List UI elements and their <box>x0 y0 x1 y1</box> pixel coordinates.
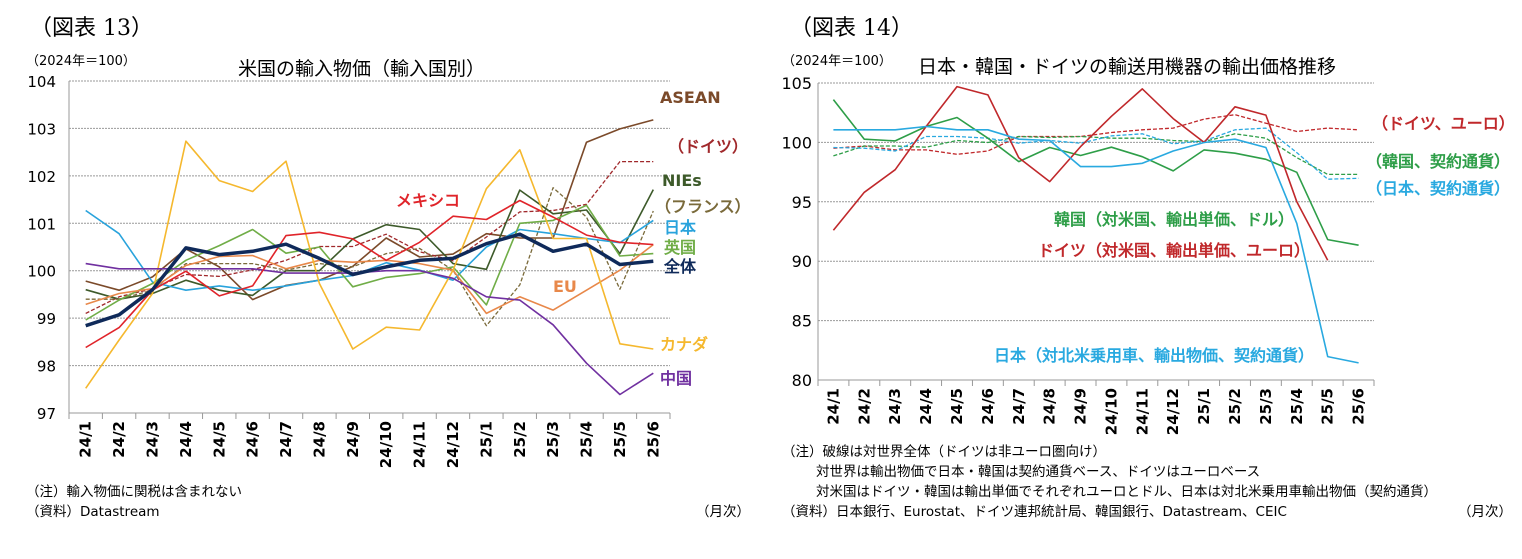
chart13-x-unit: （月次） <box>696 504 750 520</box>
x-tick-label: 25/6 <box>1350 388 1368 425</box>
x-tick-label: 25/5 <box>611 421 629 458</box>
series-line-5 <box>85 204 654 321</box>
x-tick-label: 25/3 <box>1257 388 1275 425</box>
chart14-x-unit: （月次） <box>1458 504 1512 520</box>
x-tick-label: 24/5 <box>210 421 228 458</box>
series-label: 日本 <box>664 218 696 237</box>
series-label: （ドイツ、ユーロ） <box>1372 114 1515 133</box>
y-tick-label: 95 <box>792 193 812 212</box>
series-line-4 <box>832 85 1329 261</box>
y-tick-label: 85 <box>792 312 812 331</box>
chart14-source: （資料）日本銀行、Eurostat、ドイツ連邦統計局、韓国銀行、Datastre… <box>782 504 1287 520</box>
series-label: 全体 <box>663 257 697 276</box>
x-tick-label: 24/8 <box>1041 388 1059 425</box>
chart-14: 80 85 90 95 100 105 24/1 24/2 24/3 24/4 24/5 24/6 24… <box>781 74 1514 435</box>
x-tick-label: 25/2 <box>511 421 529 458</box>
series-line-1 <box>833 133 1359 176</box>
x-tick-label: 24/6 <box>244 421 262 458</box>
x-tick-label: 24/9 <box>344 421 362 458</box>
series-label: カナダ <box>660 335 708 354</box>
series-line-5 <box>833 125 1359 364</box>
y-tick-label: 102 <box>27 168 56 186</box>
x-tick-label: 24/7 <box>277 421 295 458</box>
chart-13: 97 98 99 100 101 102 103 104 24/1 24/2 24/3 24/4 24/… <box>27 73 750 468</box>
series-label: （フランス） <box>655 197 751 216</box>
series-label: 日本（対北米乗用車、輸出物価、契約通貨） <box>994 346 1314 365</box>
x-tick-label: 24/12 <box>444 421 462 468</box>
x-tick-label: 25/3 <box>544 421 562 458</box>
x-tick-label: 25/5 <box>1319 388 1337 425</box>
x-tick-label: 24/2 <box>110 421 128 458</box>
y-tick-label: 100 <box>781 133 812 152</box>
x-tick-label: 24/5 <box>948 388 966 425</box>
chart14-unit-label: （2024年＝100） <box>782 54 892 69</box>
x-tick-label: 25/1 <box>477 421 495 458</box>
x-tick-label: 25/4 <box>578 421 596 458</box>
x-tick-label: 24/11 <box>1133 388 1151 435</box>
series-label: （日本、契約通貨） <box>1366 179 1510 198</box>
chart13-unit-label: （2024年＝100） <box>26 54 136 69</box>
figure-13-label: （図表 13） <box>30 16 153 41</box>
chart14-note-1: （注）破線は対世界全体（ドイツは非ユーロ圏向け） <box>782 444 1106 460</box>
series-label: 中国 <box>660 369 692 388</box>
y-tick-label: 97 <box>37 405 56 423</box>
y-tick-label: 105 <box>781 74 812 93</box>
y-tick-label: 98 <box>37 358 56 376</box>
y-tick-label: 80 <box>792 371 812 390</box>
series-label: （韓国、契約通貨） <box>1366 152 1510 171</box>
series-line-2 <box>85 189 655 300</box>
chart14-title: 日本・韓国・ドイツの輸送用機器の輸出価格推移 <box>918 56 1337 78</box>
series-line-10 <box>85 232 654 328</box>
x-tick-label: 24/7 <box>1010 388 1028 425</box>
chart14-note-3: 対米国はドイツ・韓国は輸出単価でそれぞれユーロとドル、日本は対北米乗用車輸出物価… <box>816 484 1437 500</box>
x-tick-label: 25/4 <box>1288 388 1306 425</box>
y-tick-label: 101 <box>27 215 56 233</box>
x-tick-label: 24/10 <box>377 421 395 468</box>
series-line-0 <box>833 114 1359 155</box>
x-tick-label: 24/9 <box>1072 388 1090 425</box>
series-line-9 <box>85 199 654 349</box>
series-label: EU <box>553 277 577 296</box>
x-tick-label: 25/2 <box>1226 388 1244 425</box>
x-tick-label: 24/1 <box>824 388 842 425</box>
series-label: ASEAN <box>660 88 721 107</box>
x-tick-label: 24/1 <box>77 421 95 458</box>
y-tick-label: 104 <box>27 73 56 91</box>
x-tick-label: 24/6 <box>979 388 997 425</box>
series-label: メキシコ <box>396 191 460 210</box>
series-line-2 <box>833 127 1359 180</box>
x-tick-label: 24/10 <box>1102 388 1120 435</box>
series-line-7 <box>85 140 654 389</box>
x-tick-label: 25/1 <box>1195 388 1213 425</box>
chart13-source: （資料）Datastream <box>26 504 160 520</box>
series-label: （ドイツ） <box>668 137 748 156</box>
figure-14-label: （図表 14） <box>790 16 913 41</box>
series-label: NIEs <box>662 171 702 190</box>
x-tick-label: 24/3 <box>886 388 904 425</box>
series-label: 韓国（対米国、輸出単価、ドル） <box>1054 210 1294 229</box>
x-tick-label: 24/2 <box>855 388 873 425</box>
x-tick-label: 24/3 <box>143 421 161 458</box>
y-tick-label: 103 <box>27 120 56 138</box>
x-tick-label: 24/4 <box>917 388 935 425</box>
chart14-note-2: 対世界は輸出物価で日本・韓国は契約通貨ベース、ドイツはユーロベース <box>816 464 1261 480</box>
x-tick-label: 24/12 <box>1164 388 1182 435</box>
y-tick-label: 99 <box>37 310 56 328</box>
y-tick-label: 100 <box>27 263 56 281</box>
y-tick-label: 90 <box>792 252 812 271</box>
x-tick-label: 24/4 <box>177 421 195 458</box>
series-label: ドイツ（対米国、輸出単価、ユーロ） <box>1038 241 1310 260</box>
x-tick-label: 25/6 <box>644 421 662 458</box>
x-tick-label: 24/11 <box>411 421 429 468</box>
series-line-1 <box>85 160 654 314</box>
x-tick-label: 24/8 <box>310 421 328 458</box>
chart13-note: （注）輸入物価に関税は含まれない <box>26 484 242 500</box>
chart13-title: 米国の輸入物価（輸入国別） <box>238 58 486 80</box>
series-label: 英国 <box>663 238 696 257</box>
